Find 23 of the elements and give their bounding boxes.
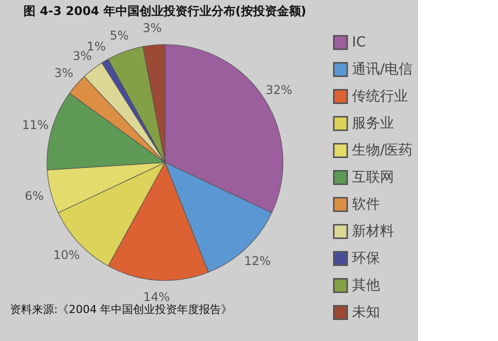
text: 资料来源:《2004 年中国创业投资年度报告》 [10, 303, 232, 316]
data-label: 5% [110, 28, 129, 42]
data-label: 3% [142, 21, 162, 36]
legend-label: 软件 [352, 196, 380, 212]
data-label: 1% [86, 39, 106, 54]
data-label: 14% [143, 290, 170, 304]
data-label: 3% [54, 66, 74, 80]
legend-label: 传统行业 [352, 88, 408, 104]
legend-label: 环保 [352, 250, 380, 266]
data-label: 10% [53, 248, 80, 262]
data-label: 6% [24, 189, 44, 204]
legend-label: 生物/医药 [352, 142, 413, 158]
legend-label: IC [352, 34, 366, 50]
legend-label: 其他 [352, 278, 380, 294]
legend-label: 服务业 [352, 116, 394, 132]
legend-label: 未知 [352, 304, 380, 320]
legend-label: 新材料 [352, 224, 394, 240]
legend-label: 互联网 [352, 170, 394, 186]
chart-title: 图 4-3 2004 年中国创业投资行业分布(按投资金额) [24, 4, 306, 18]
data-label: 32% [266, 83, 292, 98]
data-label: 12% [244, 254, 271, 268]
data-label: 11% [22, 118, 49, 132]
legend-label: 通讯/电信 [352, 62, 413, 78]
